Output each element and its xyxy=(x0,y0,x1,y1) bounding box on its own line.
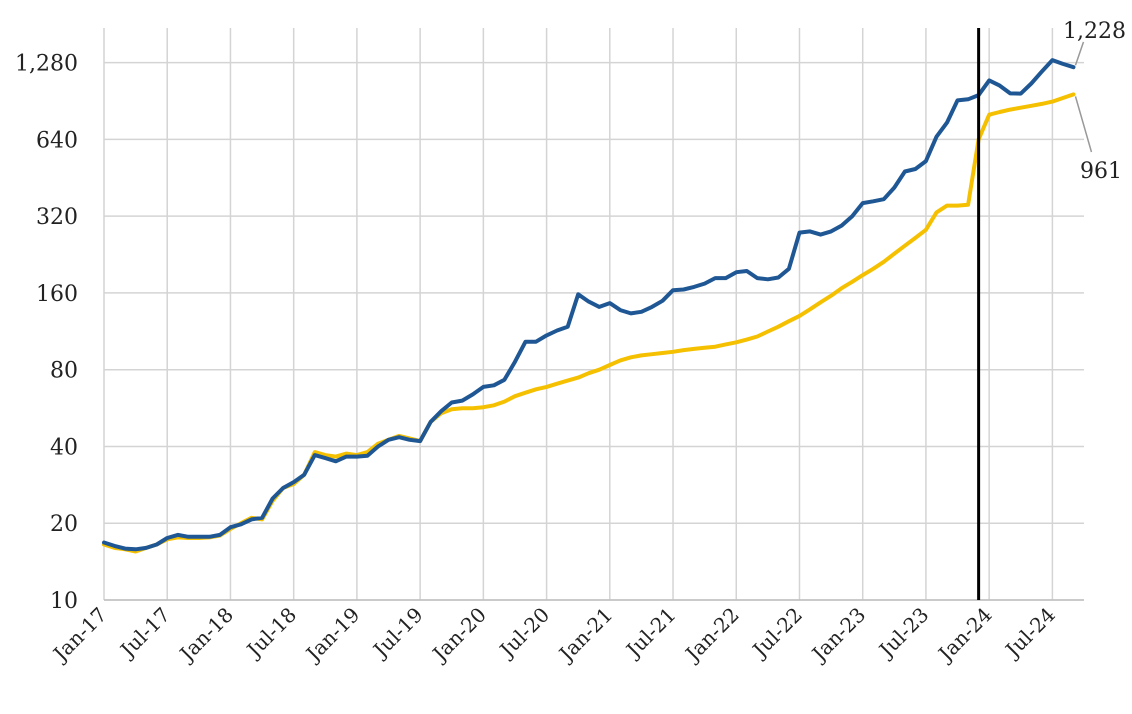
y-tick-label: 160 xyxy=(36,282,78,307)
x-tick-label: Jul-24 xyxy=(999,603,1059,663)
y-axis-tick-labels: 10 20 40 80 160 320 640 1,280 xyxy=(15,52,78,614)
x-tick-label: Jul-22 xyxy=(747,603,807,663)
end-label-leader xyxy=(1074,96,1093,153)
y-tick-label: 20 xyxy=(50,512,78,537)
y-tick-label: 80 xyxy=(50,359,78,384)
x-tick-label: Jan-22 xyxy=(679,603,743,667)
y-tick-label: 320 xyxy=(36,205,78,230)
end-label-leader xyxy=(1074,41,1085,66)
x-tick-label: Jan-18 xyxy=(174,603,238,667)
x-tick-label: Jul-23 xyxy=(873,603,933,663)
x-axis-tick-labels: Jan-17 Jul-17 Jan-18 Jul-18 Jan-19 Jul-19 Jan-… xyxy=(47,603,1060,667)
series-line-1 xyxy=(102,92,1076,554)
gridlines xyxy=(103,28,1084,601)
end-label-yellow: 961 xyxy=(1080,159,1122,184)
series-lines xyxy=(102,58,1076,554)
end-labels: 1,228 961 xyxy=(1063,19,1126,184)
y-tick-label: 40 xyxy=(50,435,78,460)
x-tick-label: Jan-20 xyxy=(427,603,491,667)
series-line-0 xyxy=(102,58,1076,552)
x-tick-label: Jul-21 xyxy=(620,603,680,663)
x-tick-label: Jul-19 xyxy=(367,603,427,663)
x-tick-label: Jul-18 xyxy=(241,603,301,663)
x-tick-label: Jan-21 xyxy=(553,603,617,667)
x-tick-label: Jan-24 xyxy=(932,603,996,667)
y-tick-label: 10 xyxy=(50,589,78,614)
x-tick-label: Jul-17 xyxy=(114,603,174,663)
y-tick-label: 1,280 xyxy=(15,52,78,77)
y-tick-label: 640 xyxy=(36,128,78,153)
x-tick-label: Jul-20 xyxy=(494,603,554,663)
end-label-blue: 1,228 xyxy=(1063,19,1126,44)
x-tick-label: Jan-19 xyxy=(300,603,364,667)
x-tick-label: Jan-23 xyxy=(806,603,870,667)
